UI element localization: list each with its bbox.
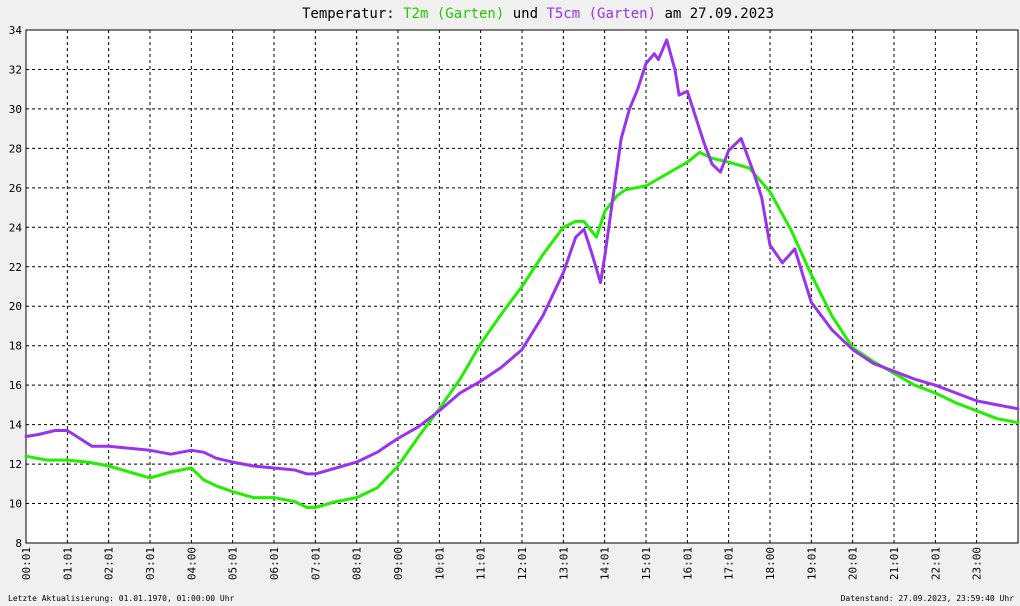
y-tick-label: 14 — [9, 419, 23, 432]
x-tick-label: 09:00 — [392, 547, 405, 580]
x-tick-label: 00:01 — [20, 547, 33, 580]
y-tick-label: 32 — [9, 63, 22, 76]
y-tick-label: 24 — [9, 221, 23, 234]
y-tick-label: 26 — [9, 182, 22, 195]
series-line-t2m — [24, 150, 1020, 509]
y-axis-ticks: 8 10 12 14 16 18 20 22 24 26 28 30 32 34 — [9, 24, 23, 550]
x-tick-label: 03:01 — [144, 547, 157, 580]
y-tick-label: 22 — [9, 261, 22, 274]
x-tick-label: 13:01 — [557, 547, 570, 580]
x-tick-label: 06:01 — [268, 547, 281, 580]
x-tick-label: 14:01 — [599, 547, 612, 580]
title-series-t2m: T2m (Garten) — [403, 6, 504, 22]
x-tick-label: 16:01 — [681, 547, 694, 580]
x-tick-label: 18:00 — [764, 547, 777, 580]
chart-title: Temperatur: T2m (Garten) und T5cm (Garte… — [302, 6, 774, 22]
footer-data-status: Datenstand: 27.09.2023, 23:59:40 Uhr — [841, 594, 1015, 603]
footer-last-update: Letzte Aktualisierung: 01.01.1970, 01:00… — [8, 594, 235, 603]
grid — [26, 30, 1018, 543]
y-tick-label: 8 — [15, 537, 22, 550]
title-date: am 27.09.2023 — [656, 6, 774, 22]
x-tick-label: 04:00 — [185, 547, 198, 580]
y-tick-label: 10 — [9, 498, 22, 511]
y-tick-label: 18 — [9, 340, 22, 353]
x-tick-label: 08:01 — [351, 547, 364, 580]
series-lines — [24, 38, 1020, 509]
x-tick-label: 23:00 — [971, 547, 984, 580]
x-tick-label: 20:01 — [847, 547, 860, 580]
y-tick-label: 30 — [9, 103, 22, 116]
title-series-t5cm: T5cm (Garten) — [546, 6, 656, 22]
x-tick-label: 01:01 — [61, 547, 74, 580]
y-tick-label: 12 — [9, 458, 22, 471]
x-tick-label: 07:01 — [309, 547, 322, 580]
x-tick-label: 11:01 — [475, 547, 488, 580]
x-tick-label: 17:01 — [723, 547, 736, 580]
x-tick-label: 10:01 — [433, 547, 446, 580]
series-line-t5cm — [24, 38, 1020, 476]
x-tick-label: 02:01 — [103, 547, 116, 580]
title-prefix: Temperatur: — [302, 6, 403, 22]
x-tick-label: 15:01 — [640, 547, 653, 580]
y-tick-label: 34 — [9, 24, 23, 37]
x-axis-ticks: 00:01 01:01 02:01 03:01 04:00 05:01 06:01 07:01… — [20, 547, 984, 580]
title-middle: und — [504, 6, 546, 22]
x-tick-label: 22:01 — [929, 547, 942, 580]
y-tick-label: 16 — [9, 379, 22, 392]
x-tick-label: 12:01 — [516, 547, 529, 580]
y-tick-label: 28 — [9, 142, 22, 155]
y-tick-label: 20 — [9, 300, 22, 313]
x-tick-label: 05:01 — [227, 547, 240, 580]
x-tick-label: 21:01 — [888, 547, 901, 580]
x-tick-label: 19:01 — [805, 547, 818, 580]
